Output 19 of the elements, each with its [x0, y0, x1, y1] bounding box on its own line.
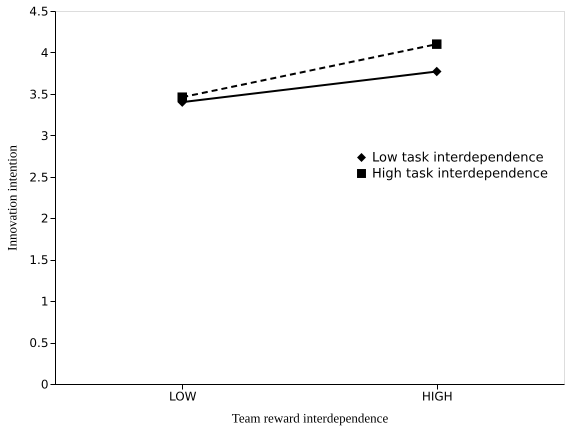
y-tick-label: 2.5	[29, 170, 48, 184]
y-tick-label: 3	[40, 128, 48, 143]
y-tick-label: 4	[40, 46, 48, 60]
point	[432, 66, 442, 76]
x-tick-label: HIGH	[422, 390, 453, 404]
x-tick-label: LOW	[168, 390, 197, 404]
y-tick-label: 1	[40, 294, 48, 309]
y-tick-label: 1.5	[29, 253, 48, 268]
legend-label: Low task interdependence	[372, 150, 544, 166]
y-axis-title: Innovation intention	[4, 144, 20, 251]
point	[432, 39, 442, 49]
x-axis-title: Team reward interdependence	[232, 410, 388, 426]
y-tick-label: 0	[40, 378, 48, 392]
y-tick-label: 0.5	[29, 336, 48, 350]
legend-label: High task interdependence	[372, 166, 548, 182]
point	[178, 92, 187, 102]
y-tick-label: 4.5	[29, 4, 48, 18]
y-tick-label: 3.5	[29, 87, 48, 102]
y-tick-label: 2	[40, 212, 48, 226]
